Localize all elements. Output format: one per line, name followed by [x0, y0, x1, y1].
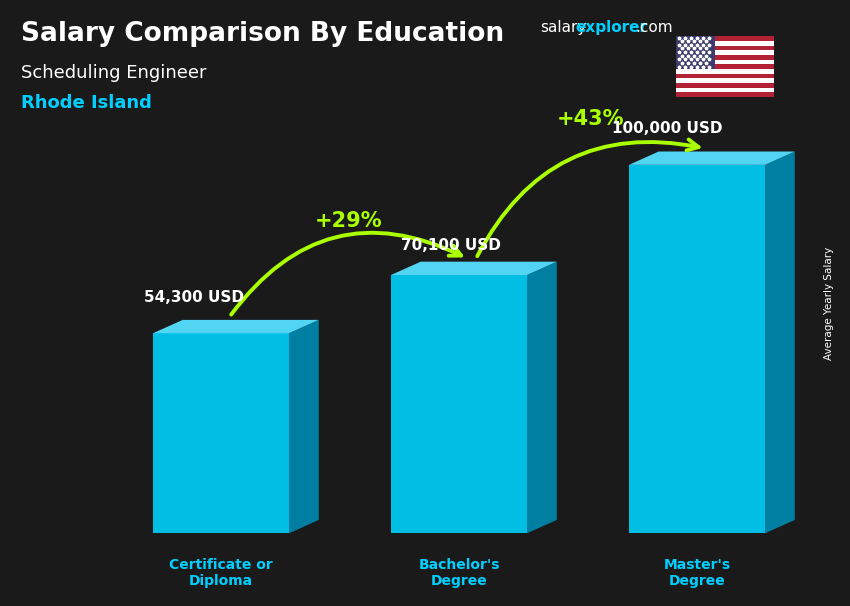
Bar [676, 50, 774, 55]
Text: 100,000 USD: 100,000 USD [612, 121, 722, 136]
Bar [676, 55, 774, 59]
Bar [676, 88, 774, 92]
Text: Rhode Island: Rhode Island [21, 94, 152, 112]
Text: Average Yearly Salary: Average Yearly Salary [824, 247, 834, 359]
Bar [676, 92, 774, 97]
Text: +43%: +43% [557, 108, 625, 128]
Text: .com: .com [636, 20, 673, 35]
Text: 54,300 USD: 54,300 USD [144, 290, 245, 305]
Bar [676, 41, 774, 45]
Text: Bachelor's
Degree: Bachelor's Degree [418, 558, 500, 588]
Text: salary: salary [540, 20, 586, 35]
Bar [676, 36, 774, 41]
Bar [676, 59, 774, 64]
Text: Master's
Degree: Master's Degree [664, 558, 730, 588]
Text: Salary Comparison By Education: Salary Comparison By Education [21, 21, 504, 47]
Bar [676, 74, 774, 78]
Text: Scheduling Engineer: Scheduling Engineer [21, 64, 207, 82]
Bar [676, 45, 774, 50]
Text: 70,100 USD: 70,100 USD [400, 238, 501, 253]
Bar [676, 36, 715, 69]
Text: +29%: +29% [314, 211, 382, 231]
Text: explorer: explorer [575, 20, 648, 35]
Text: Certificate or
Diploma: Certificate or Diploma [169, 558, 273, 588]
Bar [676, 83, 774, 88]
Bar [676, 78, 774, 83]
Bar [676, 69, 774, 74]
Bar [676, 64, 774, 69]
